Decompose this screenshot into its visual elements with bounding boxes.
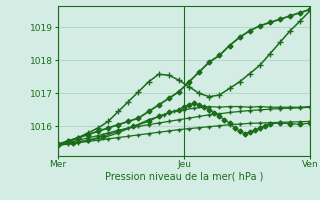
X-axis label: Pression niveau de la mer( hPa ): Pression niveau de la mer( hPa ) [105,172,263,182]
